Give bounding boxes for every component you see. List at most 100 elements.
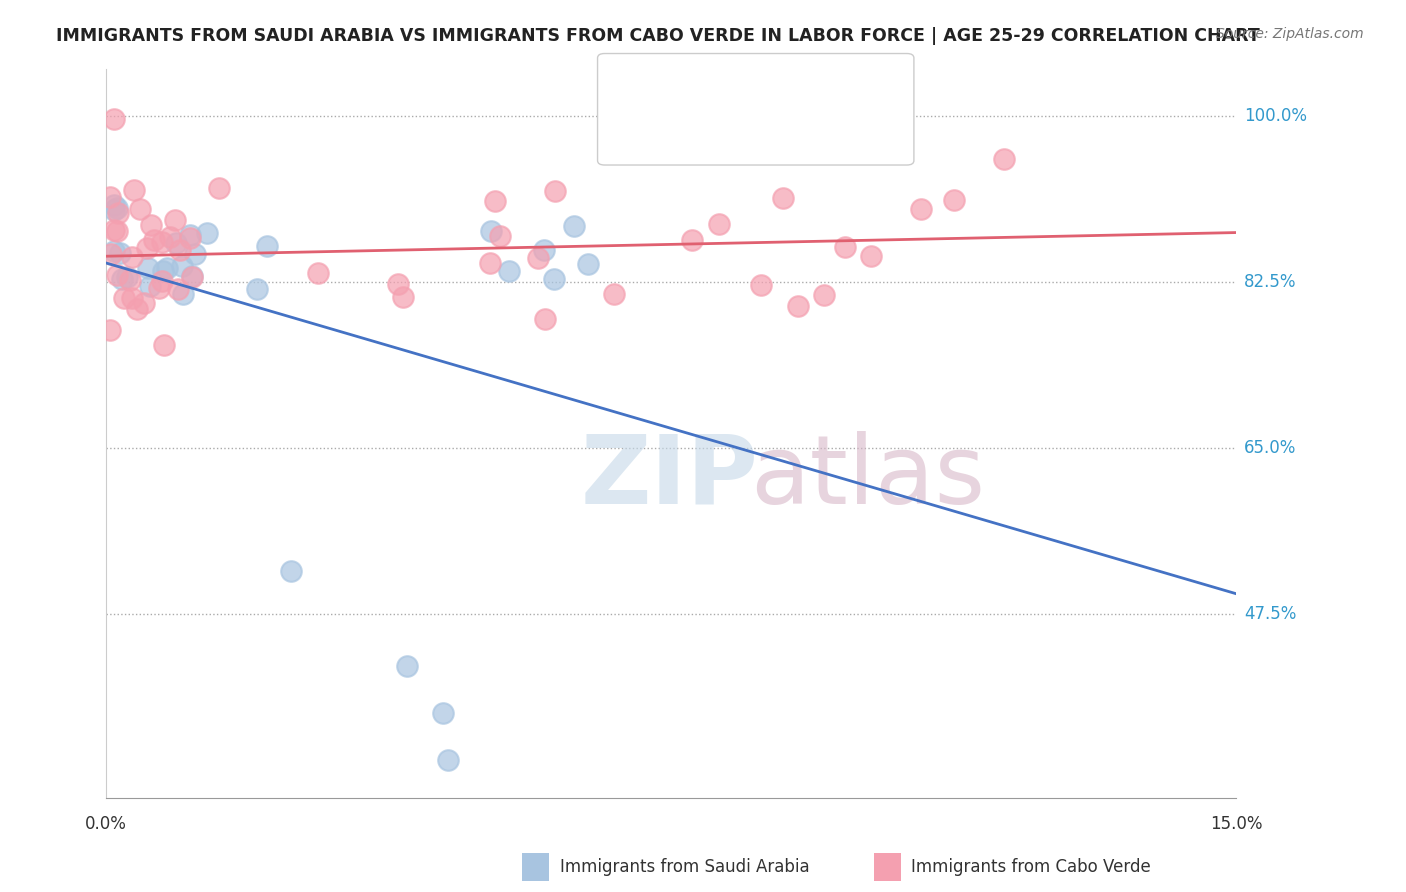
Point — [179, 227, 201, 242]
Point — [159, 230, 181, 244]
Point — [543, 271, 565, 285]
Point — [150, 274, 173, 288]
Text: 0.014: 0.014 — [686, 76, 742, 94]
Text: IMMIGRANTS FROM SAUDI ARABIA VS IMMIGRANTS FROM CABO VERDE IN LABOR FORCE | AGE : IMMIGRANTS FROM SAUDI ARABIA VS IMMIGRAN… — [56, 27, 1260, 45]
Point — [100, 247, 122, 261]
Point — [169, 244, 191, 258]
Point — [834, 240, 856, 254]
Point — [489, 228, 512, 243]
Point — [115, 269, 138, 284]
Point — [484, 194, 506, 209]
Point — [256, 239, 278, 253]
Point — [910, 202, 932, 216]
Point — [103, 203, 125, 218]
Point — [98, 323, 121, 337]
Point — [121, 291, 143, 305]
Point — [860, 249, 883, 263]
Point — [534, 312, 557, 326]
Point — [479, 256, 502, 270]
Point — [112, 291, 135, 305]
Point — [707, 217, 730, 231]
Point — [993, 153, 1015, 167]
Point — [135, 241, 157, 255]
Point — [156, 261, 179, 276]
Point — [437, 754, 460, 768]
Text: R =: R = — [644, 116, 683, 134]
Point — [181, 269, 204, 284]
Point — [128, 202, 150, 216]
Text: 65.0%: 65.0% — [1244, 439, 1296, 457]
Point — [195, 226, 218, 240]
Point — [118, 273, 141, 287]
Text: 0.0%: 0.0% — [86, 815, 127, 833]
Text: Source: ZipAtlas.com: Source: ZipAtlas.com — [1216, 27, 1364, 41]
Point — [127, 301, 149, 316]
Point — [136, 261, 159, 276]
Point — [110, 272, 132, 286]
Point — [681, 233, 703, 247]
Point — [432, 706, 454, 720]
Point — [108, 246, 131, 260]
Point — [172, 286, 194, 301]
Text: Immigrants from Saudi Arabia: Immigrants from Saudi Arabia — [560, 858, 810, 876]
Point — [813, 288, 835, 302]
Point — [184, 247, 207, 261]
Point — [165, 213, 187, 227]
Point — [246, 282, 269, 296]
Text: 82.5%: 82.5% — [1244, 273, 1296, 291]
Text: 30: 30 — [770, 76, 796, 94]
Point — [943, 193, 966, 207]
Point — [165, 235, 187, 250]
Point — [132, 295, 155, 310]
Point — [143, 233, 166, 247]
Point — [179, 230, 201, 244]
Point — [107, 202, 129, 216]
Point — [170, 259, 193, 273]
Point — [103, 223, 125, 237]
Text: 47.5%: 47.5% — [1244, 605, 1296, 623]
Point — [543, 185, 565, 199]
Point — [121, 250, 143, 264]
Text: R =: R = — [644, 76, 683, 94]
Point — [749, 277, 772, 292]
Point — [479, 224, 502, 238]
Point — [103, 244, 125, 258]
Text: N =: N = — [731, 76, 770, 94]
Text: ZIP: ZIP — [581, 431, 759, 524]
Point — [786, 299, 808, 313]
Point — [387, 277, 409, 291]
Text: Immigrants from Cabo Verde: Immigrants from Cabo Verde — [911, 858, 1152, 876]
Point — [280, 564, 302, 578]
Point — [603, 286, 626, 301]
Point — [392, 290, 415, 304]
Point — [103, 198, 125, 212]
Point — [166, 281, 188, 295]
Point — [533, 244, 555, 258]
Point — [562, 219, 585, 234]
Point — [107, 206, 129, 220]
Point — [139, 218, 162, 232]
Text: 51: 51 — [770, 116, 796, 134]
Text: N =: N = — [731, 116, 770, 134]
Text: 15.0%: 15.0% — [1211, 815, 1263, 833]
Point — [526, 251, 548, 265]
Point — [208, 180, 231, 194]
Point — [138, 278, 160, 293]
Point — [307, 266, 329, 280]
Point — [105, 268, 128, 283]
Text: 100.0%: 100.0% — [1244, 107, 1308, 125]
Text: atlas: atlas — [751, 431, 986, 524]
Point — [576, 257, 599, 271]
Point — [122, 184, 145, 198]
Point — [181, 269, 204, 284]
Point — [152, 264, 174, 278]
Point — [105, 224, 128, 238]
Point — [152, 235, 174, 250]
Point — [772, 191, 794, 205]
Text: 0.191: 0.191 — [686, 116, 742, 134]
Point — [98, 190, 121, 204]
Point — [103, 112, 125, 127]
Point — [152, 338, 174, 352]
Point — [148, 280, 170, 294]
Point — [498, 264, 520, 278]
